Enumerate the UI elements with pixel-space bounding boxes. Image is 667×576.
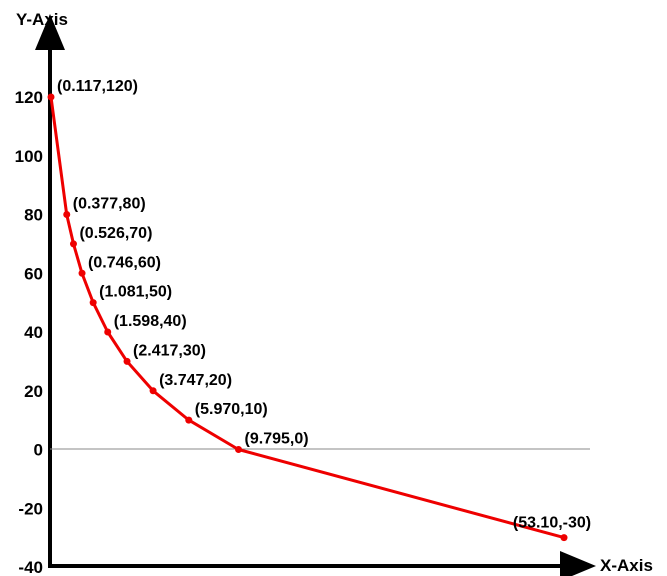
data-point (47, 93, 55, 101)
data-point-label: (0.746,60) (88, 254, 161, 271)
series-markers (47, 93, 568, 542)
y-tick-label: 0 (34, 441, 43, 460)
y-axis-arrow (35, 14, 65, 50)
y-tick-label: -20 (18, 499, 43, 518)
data-point (149, 387, 157, 395)
data-point (78, 269, 86, 277)
data-point (235, 446, 243, 453)
data-point-label: (9.795,0) (245, 431, 309, 448)
y-tick-labels: 120 100 80 60 40 20 0 -20 -40 (15, 88, 43, 576)
data-point-label: (0.117,120) (57, 78, 138, 95)
data-point-label: (2.417,30) (133, 342, 206, 359)
data-point (560, 534, 568, 542)
y-tick-label: 120 (15, 88, 43, 107)
point-labels: (0.117,120) (0.377,80) (0.526,70) (0.746,60… (57, 78, 591, 532)
data-point-label: (3.747,20) (159, 372, 232, 389)
data-point-label: (1.081,50) (99, 284, 172, 301)
data-point (123, 357, 131, 365)
y-tick-label: 60 (24, 264, 43, 283)
y-axis-title: Y-Axis (16, 10, 68, 29)
y-tick-label: 80 (24, 206, 43, 225)
data-point (185, 416, 193, 424)
data-point-label: (5.970,10) (195, 401, 268, 418)
data-point (89, 299, 97, 307)
data-point (104, 328, 112, 336)
y-tick-label: -40 (18, 558, 43, 576)
data-point (63, 211, 71, 218)
x-axis-arrow (560, 551, 596, 576)
y-tick-label: 20 (24, 382, 43, 401)
x-axis-title: X-Axis (600, 556, 653, 575)
y-tick-label: 40 (24, 323, 43, 342)
data-point (69, 240, 77, 248)
y-tick-label: 100 (15, 147, 43, 166)
data-point-label: (53.10,-30) (513, 515, 591, 532)
data-point-label: (0.377,80) (73, 196, 146, 213)
data-point-label: (0.526,70) (79, 225, 152, 242)
data-point-label: (1.598,40) (114, 313, 187, 330)
